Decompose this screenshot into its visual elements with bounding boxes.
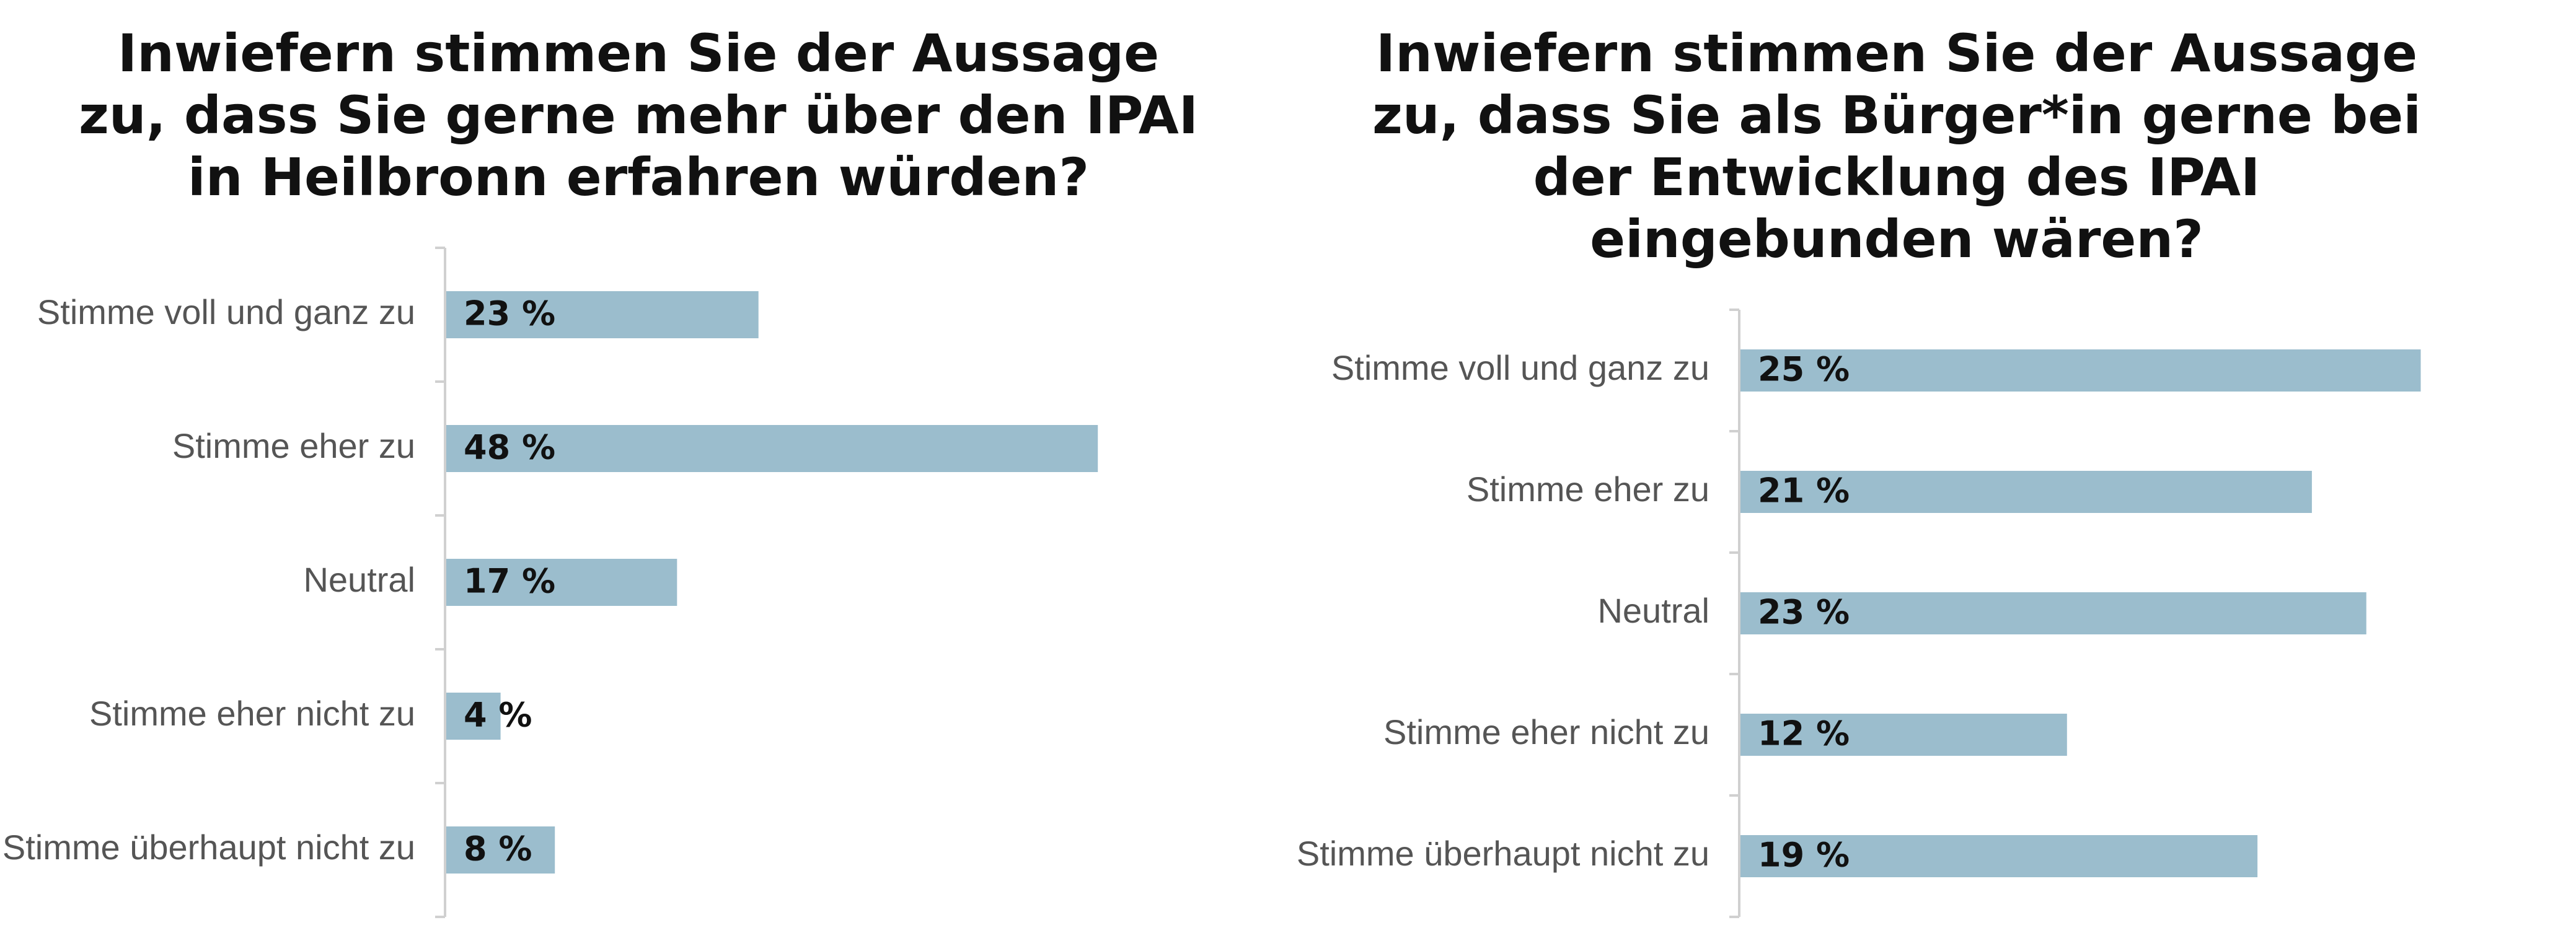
bar bbox=[1740, 835, 2258, 877]
data-label: 8 % bbox=[464, 830, 532, 869]
chart-title: Inwiefern stimmen Sie der Aussage zu, da… bbox=[79, 23, 1198, 208]
category-label: Stimme voll und ganz zu bbox=[37, 292, 415, 331]
category-label: Stimme überhaupt nicht zu bbox=[2, 828, 415, 867]
data-label: 25 % bbox=[1758, 350, 1850, 389]
data-label: 21 % bbox=[1758, 471, 1850, 510]
chart-panel-right: Inwiefern stimmen Sie der Aussage zu, da… bbox=[1277, 0, 2576, 946]
bar bbox=[1740, 349, 2421, 392]
category-label: Stimme eher nicht zu bbox=[89, 694, 415, 733]
bar bbox=[446, 693, 501, 740]
chart-panel-left: Inwiefern stimmen Sie der Aussage zu, da… bbox=[0, 0, 1277, 946]
data-label: 12 % bbox=[1758, 714, 1850, 753]
bar-chart-left: Stimme voll und ganz zu 23 % Stimme eher z… bbox=[2, 247, 1098, 918]
data-label: 23 % bbox=[464, 294, 555, 333]
category-label: Neutral bbox=[303, 560, 415, 599]
bar bbox=[1740, 592, 2366, 634]
bar bbox=[446, 425, 1098, 472]
category-label: Stimme eher nicht zu bbox=[1383, 712, 1709, 751]
category-label: Neutral bbox=[1597, 591, 1709, 630]
chart-title: Inwiefern stimmen Sie der Aussage zu, da… bbox=[1372, 23, 2422, 269]
data-label: 4 % bbox=[464, 696, 532, 735]
bar bbox=[1740, 471, 2312, 513]
category-label: Stimme eher zu bbox=[172, 426, 415, 465]
bar bbox=[446, 559, 677, 606]
data-label: 17 % bbox=[464, 562, 555, 601]
category-label: Stimme eher zu bbox=[1467, 470, 1709, 509]
category-label: Stimme voll und ganz zu bbox=[1331, 348, 1709, 387]
data-label: 19 % bbox=[1758, 836, 1850, 875]
bar-chart-right: Stimme voll und ganz zu 25 % Stimme eher z… bbox=[1297, 309, 2421, 918]
bar bbox=[446, 291, 759, 338]
bar bbox=[1740, 714, 2067, 756]
category-label: Stimme überhaupt nicht zu bbox=[1297, 834, 1709, 873]
bar bbox=[446, 826, 555, 874]
data-label: 48 % bbox=[464, 428, 555, 467]
data-label: 23 % bbox=[1758, 593, 1850, 632]
